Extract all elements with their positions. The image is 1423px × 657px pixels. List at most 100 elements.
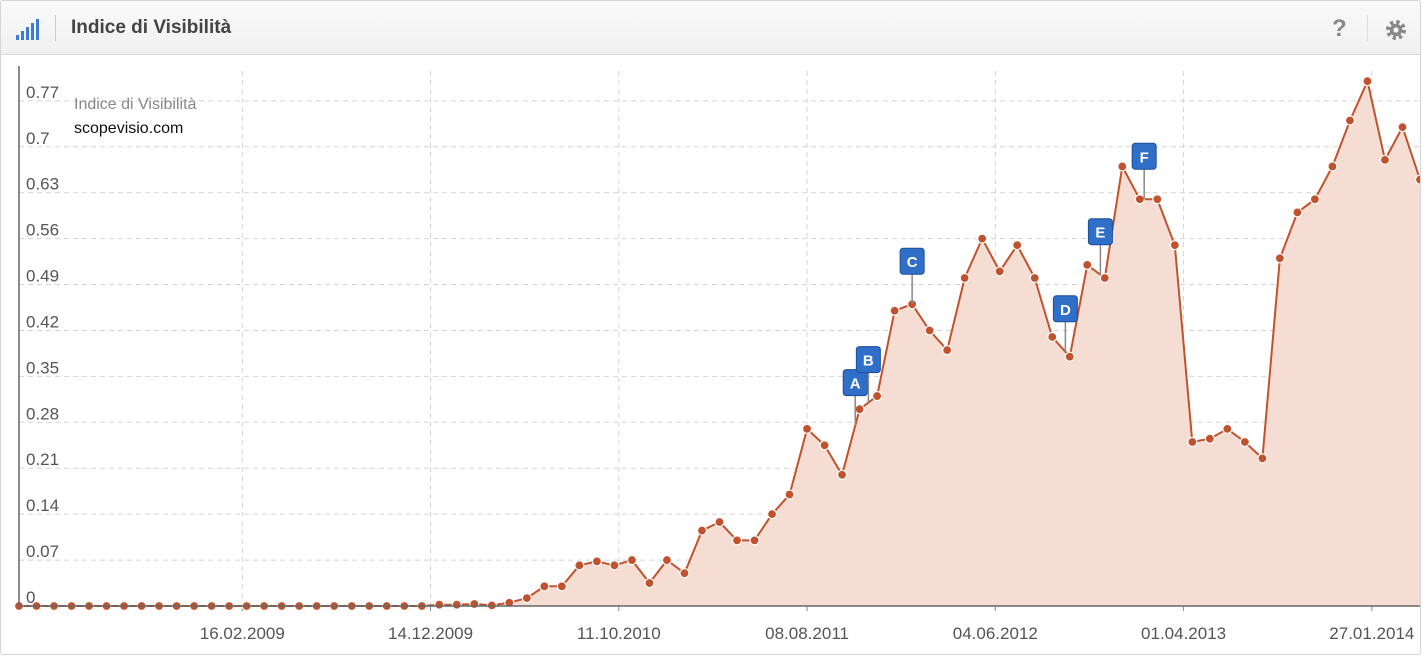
data-point bbox=[889, 305, 900, 316]
y-tick-label: 0.14 bbox=[26, 496, 59, 515]
y-tick-label: 0.7 bbox=[26, 129, 50, 148]
data-point bbox=[469, 598, 480, 610]
y-tick-label: 0.28 bbox=[26, 404, 59, 423]
data-point bbox=[872, 390, 883, 402]
x-tick-label: 01.04.2013 bbox=[1141, 624, 1226, 643]
data-point bbox=[1239, 436, 1250, 448]
data-point bbox=[556, 581, 567, 592]
data-point bbox=[609, 560, 620, 571]
data-point bbox=[1327, 161, 1338, 172]
data-point bbox=[977, 233, 988, 244]
data-point bbox=[959, 272, 970, 284]
data-point bbox=[434, 599, 445, 610]
event-flag: E bbox=[1087, 218, 1113, 275]
event-flag: C bbox=[899, 247, 925, 305]
chart: 0 0.07 0.14 0.21 0.28 0.35 0.42 0.49 0.56 0.63 0.7… bbox=[13, 66, 1420, 643]
event-label: C bbox=[907, 254, 918, 271]
data-point bbox=[749, 535, 760, 546]
data-point bbox=[504, 597, 515, 608]
data-point bbox=[451, 599, 462, 610]
x-tick-label: 08.08.2011 bbox=[765, 624, 849, 643]
data-point bbox=[1204, 433, 1215, 444]
y-tick-label: 0.21 bbox=[26, 450, 59, 469]
data-point bbox=[784, 489, 795, 500]
widget-header: Indice di Visibilità ? bbox=[1, 1, 1420, 55]
data-point bbox=[661, 554, 673, 566]
data-point bbox=[1029, 272, 1040, 284]
data-point bbox=[1379, 154, 1391, 165]
data-point bbox=[1222, 423, 1233, 434]
data-point bbox=[626, 554, 638, 566]
x-tick-label: 11.10.2010 bbox=[577, 624, 661, 643]
event-box bbox=[1087, 218, 1113, 246]
event-flag: D bbox=[1052, 295, 1078, 352]
event-box bbox=[855, 346, 881, 374]
data-point bbox=[1152, 194, 1163, 205]
y-tick-label: 0 bbox=[26, 588, 35, 607]
data-point bbox=[1082, 259, 1093, 270]
data-point bbox=[1274, 253, 1286, 264]
data-point bbox=[1012, 240, 1023, 251]
settings-button[interactable] bbox=[1384, 18, 1408, 42]
area-fill bbox=[19, 81, 1420, 606]
data-point bbox=[521, 593, 532, 604]
data-point bbox=[836, 469, 848, 480]
data-point bbox=[942, 345, 953, 356]
x-tick-label: 04.06.2012 bbox=[953, 624, 1038, 643]
event-label: D bbox=[1060, 302, 1071, 319]
event-label: A bbox=[850, 376, 861, 393]
data-point bbox=[574, 560, 585, 571]
data-point bbox=[1064, 351, 1075, 362]
data-point bbox=[1169, 240, 1180, 251]
data-point bbox=[591, 556, 603, 567]
data-point bbox=[1397, 121, 1408, 133]
y-tick-label: 0.42 bbox=[26, 312, 59, 331]
data-point bbox=[679, 568, 690, 579]
event-label: F bbox=[1140, 149, 1149, 166]
event-box bbox=[842, 369, 868, 397]
widget-title: Indice di Visibilità bbox=[71, 17, 232, 38]
signal-icon bbox=[16, 19, 39, 40]
event-flag: B bbox=[855, 346, 881, 403]
legend-title: Indice di Visibilità bbox=[74, 96, 197, 113]
data-point bbox=[819, 440, 830, 451]
y-tick-label: 0.63 bbox=[26, 175, 59, 194]
data-point bbox=[714, 516, 725, 528]
x-tick-label: 27.01.2014 bbox=[1329, 624, 1414, 643]
y-tick-label: 0.77 bbox=[26, 83, 59, 102]
data-point bbox=[1362, 76, 1373, 87]
data-point bbox=[1047, 331, 1058, 343]
data-point bbox=[1117, 161, 1128, 172]
data-point bbox=[1099, 272, 1110, 284]
data-point bbox=[1309, 194, 1321, 205]
event-box bbox=[1131, 142, 1157, 170]
data-point bbox=[696, 525, 708, 536]
data-point bbox=[1414, 174, 1420, 185]
data-point bbox=[801, 423, 813, 434]
data-point bbox=[539, 581, 550, 592]
event-label: B bbox=[863, 353, 874, 370]
data-point bbox=[1292, 207, 1303, 218]
data-point bbox=[731, 535, 743, 546]
legend-entry: scopevisio.com bbox=[74, 120, 183, 137]
x-tick-label: 14.12.2009 bbox=[388, 624, 473, 643]
event-box bbox=[899, 247, 925, 275]
y-tick-label: 0.56 bbox=[26, 221, 59, 240]
data-point bbox=[1187, 436, 1198, 448]
data-point bbox=[1257, 453, 1268, 464]
help-button[interactable]: ? bbox=[1332, 15, 1347, 42]
event-box bbox=[1052, 295, 1078, 323]
data-point bbox=[644, 577, 655, 589]
event-flag: A bbox=[842, 369, 868, 426]
data-point bbox=[994, 266, 1005, 277]
event-flag: F bbox=[1131, 142, 1157, 200]
data-point bbox=[766, 509, 778, 520]
data-point bbox=[1344, 115, 1356, 126]
data-point bbox=[924, 325, 935, 336]
data-point bbox=[1134, 194, 1145, 205]
y-tick-label: 0.35 bbox=[26, 358, 59, 377]
y-tick-label: 0.49 bbox=[26, 267, 59, 286]
y-tick-label: 0.07 bbox=[26, 542, 59, 561]
data-point bbox=[854, 404, 865, 415]
